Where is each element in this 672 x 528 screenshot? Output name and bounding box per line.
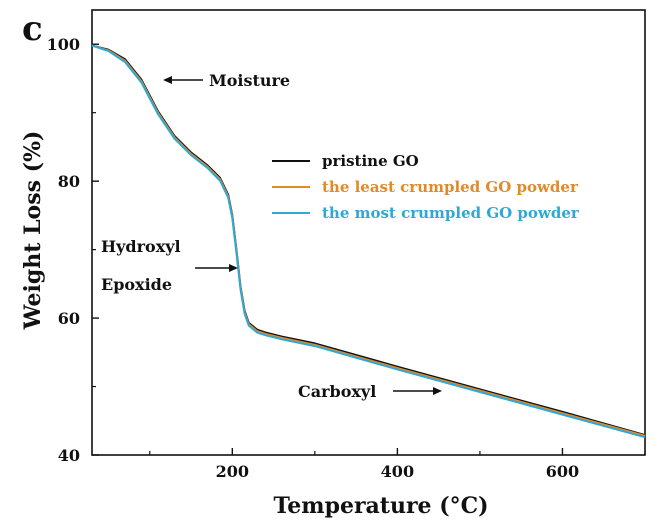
y-tick-label-100: 100 bbox=[47, 35, 80, 54]
legend-label-3: the most crumpled GO powder bbox=[322, 204, 580, 222]
plot-frame bbox=[91, 9, 646, 456]
legend: pristine GO the least crumpled GO powder t… bbox=[272, 152, 580, 222]
carboxyl-arrow-head bbox=[433, 387, 442, 395]
y-tick-label-40: 40 bbox=[58, 446, 80, 465]
annotation-hydroxyl: Hydroxyl bbox=[101, 237, 181, 256]
panel-label: c bbox=[22, 9, 43, 49]
moisture-arrow-head bbox=[163, 76, 172, 84]
series-lines bbox=[91, 44, 646, 439]
x-axis-label: Temperature (°C) bbox=[273, 493, 488, 519]
x-tick-label-600: 600 bbox=[546, 462, 579, 481]
hydroxyl-arrow-head bbox=[229, 264, 238, 272]
axes: 200 400 600 40 60 80 100 bbox=[47, 9, 646, 481]
annotation-epoxide: Epoxide bbox=[101, 275, 172, 294]
annotation-moisture: Moisture bbox=[209, 71, 290, 90]
legend-label-1: pristine GO bbox=[322, 152, 419, 170]
y-tick-label-80: 80 bbox=[58, 172, 80, 191]
y-axis-label: Weight Loss (%) bbox=[20, 131, 46, 331]
y-tick-label-60: 60 bbox=[58, 309, 80, 328]
annotations: Moisture Hydroxyl Epoxide Carboxyl bbox=[101, 71, 442, 401]
series-line-3 bbox=[91, 44, 646, 439]
annotation-carboxyl: Carboxyl bbox=[298, 382, 376, 401]
x-tick-label-200: 200 bbox=[216, 462, 249, 481]
legend-label-2: the least crumpled GO powder bbox=[322, 178, 579, 196]
x-tick-label-400: 400 bbox=[381, 462, 414, 481]
